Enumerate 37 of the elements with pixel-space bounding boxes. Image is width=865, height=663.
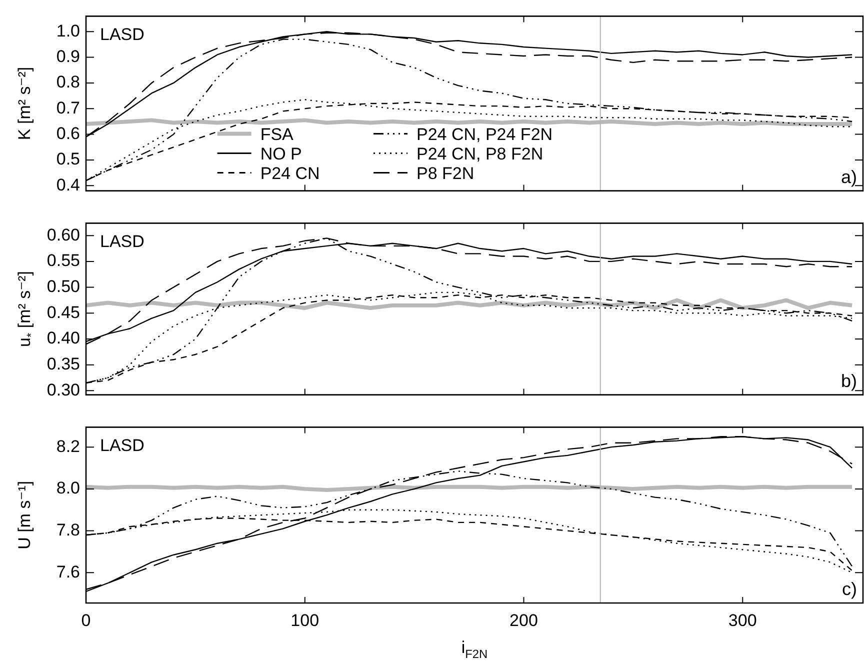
y-tick-label: 0.35 xyxy=(46,354,80,374)
annotation: b) xyxy=(840,370,858,391)
annotation: c) xyxy=(842,579,858,599)
x-tick-label: 0 xyxy=(81,610,91,630)
annotation: a) xyxy=(840,166,858,187)
y-tick-label: 0.50 xyxy=(46,276,80,296)
y-tick-label: 8.2 xyxy=(56,436,80,456)
y-tick-label: 0.8 xyxy=(56,72,80,92)
y-tick-label: 0.55 xyxy=(46,251,80,270)
legend-label: FSA xyxy=(260,124,294,144)
x-tick-label: 100 xyxy=(290,610,320,630)
y-tick-label: 0.6 xyxy=(56,124,80,143)
x-tick-label: 300 xyxy=(728,610,757,630)
y-tick-label: 0.4 xyxy=(56,175,80,194)
legend-label: NO P xyxy=(260,144,302,164)
y-axis-title: u* [m² s⁻²] xyxy=(15,271,38,347)
y-tick-label: 7.6 xyxy=(56,562,80,582)
legend-label: P24 CN, P24 F2N xyxy=(416,124,553,144)
y-tick-label: 7.8 xyxy=(56,520,80,540)
legend-label: P24 CN, P8 F2N xyxy=(416,144,544,164)
y-tick-label: 0.40 xyxy=(46,328,80,348)
y-tick-label: 0.30 xyxy=(46,380,80,400)
annotation: LASD xyxy=(100,232,144,252)
legend-label: P24 CN xyxy=(260,164,320,183)
annotation: LASD xyxy=(100,436,144,456)
annotation: LASD xyxy=(100,25,144,44)
y-tick-label: 1.0 xyxy=(56,21,80,40)
y-tick-label: 0.7 xyxy=(56,98,80,118)
y-tick-label: 0.45 xyxy=(46,302,80,322)
x-tick-label: 200 xyxy=(510,610,538,630)
y-axis-title: K [m² s⁻²] xyxy=(15,66,34,140)
y-tick-label: 0.5 xyxy=(56,150,80,169)
legend-label: P8 F2N xyxy=(416,164,474,183)
y-tick-label: 8.0 xyxy=(56,478,80,498)
y-tick-label: 0.9 xyxy=(56,46,80,66)
y-axis-title: U [m s⁻¹] xyxy=(15,480,34,550)
y-tick-label: 0.60 xyxy=(46,225,80,244)
